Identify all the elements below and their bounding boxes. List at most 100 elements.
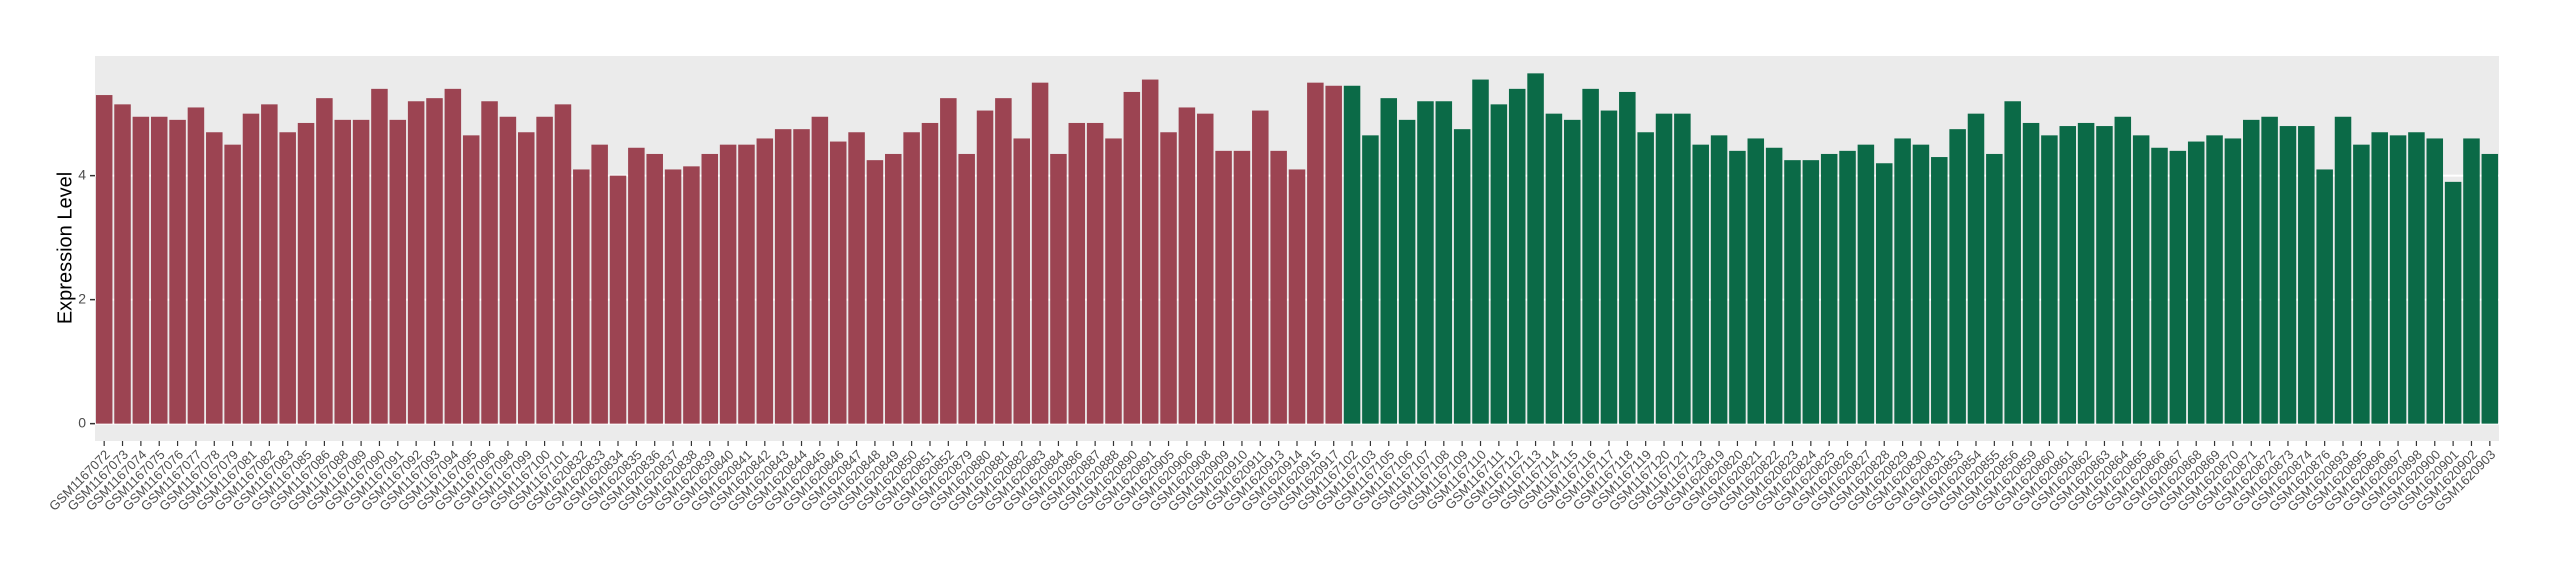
bar	[2334, 116, 2352, 424]
bar	[976, 110, 994, 424]
bar	[297, 122, 315, 424]
bar	[1820, 153, 1838, 424]
bar	[1123, 91, 1141, 424]
bar	[885, 153, 902, 424]
bar	[224, 144, 241, 424]
bar	[444, 88, 462, 424]
bar	[2096, 126, 2113, 424]
bar	[2481, 153, 2499, 424]
bar	[609, 175, 627, 424]
bar	[1857, 144, 1875, 424]
bar	[793, 129, 810, 424]
bar	[517, 132, 535, 424]
bar	[1417, 101, 1434, 424]
bar	[1343, 85, 1361, 424]
bar	[1692, 144, 1709, 424]
bar	[701, 153, 719, 424]
bar	[1160, 132, 1177, 424]
bar	[1564, 119, 1581, 424]
bar	[169, 119, 186, 424]
bar	[2371, 132, 2388, 424]
bar	[829, 141, 847, 424]
bar	[1196, 113, 1214, 424]
bar	[1215, 150, 1232, 424]
bar	[1270, 150, 1287, 424]
bar	[2187, 141, 2205, 424]
bar	[1288, 169, 1306, 424]
bar	[1600, 110, 1618, 424]
bar	[1472, 79, 1489, 424]
bar	[756, 138, 774, 424]
bar	[774, 129, 792, 424]
bar	[1802, 160, 1820, 424]
bar	[848, 132, 865, 424]
bar	[1105, 138, 1122, 424]
bar	[1307, 82, 1324, 424]
bar	[114, 104, 131, 424]
bar	[1141, 79, 1159, 424]
bar	[1784, 160, 1801, 424]
bar	[132, 116, 150, 424]
bar	[591, 144, 608, 424]
bar	[536, 116, 553, 424]
bar	[1912, 144, 1930, 424]
bar	[187, 107, 205, 424]
bar	[1967, 113, 1985, 424]
bar	[371, 88, 388, 424]
y-axis-title: Expression Level	[54, 172, 76, 324]
bar	[1380, 98, 1398, 424]
y-tick-label: 0	[78, 414, 86, 430]
bar	[2004, 101, 2021, 424]
bar	[2426, 138, 2444, 424]
bar	[1398, 119, 1416, 424]
bar	[1839, 150, 1856, 424]
bar	[1362, 135, 1379, 424]
bar	[1453, 129, 1471, 424]
bar	[2353, 144, 2370, 424]
bar	[1527, 73, 1544, 424]
bar	[2316, 169, 2333, 424]
bar	[499, 116, 517, 424]
bar	[316, 98, 333, 424]
bar	[206, 132, 223, 424]
bar	[1931, 157, 1948, 424]
bar	[1013, 138, 1030, 424]
bar	[2389, 135, 2407, 424]
bar	[1986, 153, 2003, 424]
bar	[628, 147, 645, 424]
bar	[1894, 138, 1911, 424]
bar	[646, 153, 663, 424]
bar	[683, 166, 700, 424]
bar	[481, 101, 498, 424]
bar	[1490, 104, 1508, 424]
bar	[738, 144, 755, 424]
bar	[2444, 181, 2462, 424]
y-tick-label: 4	[78, 166, 86, 182]
bar	[1086, 122, 1104, 424]
bar	[279, 132, 296, 424]
y-tick-label: 2	[78, 290, 86, 306]
bar	[1252, 110, 1269, 424]
bar	[1765, 147, 1783, 424]
bar	[2132, 135, 2150, 424]
bar	[1637, 132, 1654, 424]
bar	[664, 169, 682, 424]
bar	[554, 104, 572, 424]
bar	[1178, 107, 1196, 424]
bar	[462, 135, 480, 424]
bar	[2041, 135, 2058, 424]
bar	[1655, 113, 1673, 424]
bar	[1949, 129, 1966, 424]
bar	[352, 119, 370, 424]
bar	[958, 153, 975, 424]
bar	[150, 116, 168, 424]
bar	[2298, 126, 2315, 424]
bar	[2169, 150, 2187, 424]
bar	[811, 116, 829, 424]
bar	[2243, 119, 2260, 424]
bar	[1031, 82, 1049, 424]
bar	[2151, 147, 2168, 424]
bar	[2077, 122, 2095, 424]
